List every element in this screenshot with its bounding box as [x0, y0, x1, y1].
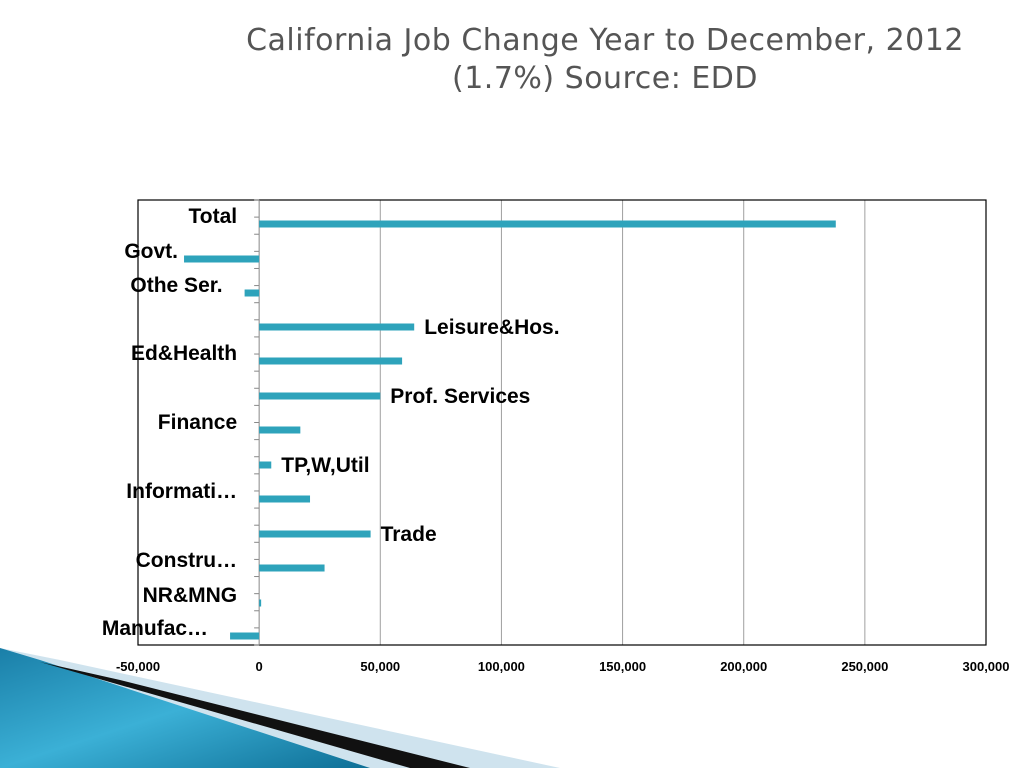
category-label: TP,W,Util — [281, 454, 369, 477]
category-label: Ed&Health — [131, 342, 237, 365]
category-label: Trade — [381, 523, 437, 546]
category-label: Leisure&Hos. — [424, 316, 559, 339]
x-tick-label: 100,000 — [478, 659, 525, 674]
x-tick-label: 0 — [256, 659, 263, 674]
category-label: Informati… — [126, 480, 237, 503]
bar — [259, 323, 415, 331]
title-line-1: California Job Change Year to December, … — [246, 23, 964, 58]
bar — [259, 461, 272, 469]
bar — [259, 599, 262, 607]
bar — [259, 426, 301, 434]
plot-frame — [137, 199, 987, 646]
category-label: Prof. Services — [390, 385, 530, 408]
bar — [244, 289, 260, 297]
category-label: Othe Ser. — [130, 274, 222, 297]
category-label: Finance — [158, 411, 237, 434]
bar — [259, 357, 403, 365]
category-label: Manufac… — [102, 617, 208, 640]
x-tick-label: -50,000 — [116, 659, 160, 674]
category-label: Constru… — [136, 549, 238, 572]
decor-black-stripe — [40, 662, 470, 768]
title-line-2: (1.7%) Source: EDD — [452, 61, 758, 96]
x-tick-label: 200,000 — [720, 659, 767, 674]
x-tick-label: 300,000 — [963, 659, 1010, 674]
bar — [184, 255, 260, 263]
x-tick-label: 250,000 — [841, 659, 888, 674]
decor-blue-wedge — [0, 648, 370, 768]
bar — [230, 632, 260, 640]
bar — [259, 220, 836, 228]
bar — [259, 392, 381, 400]
category-label: NR&MNG — [143, 584, 238, 607]
bar — [259, 495, 311, 503]
bar — [259, 530, 371, 538]
category-label: Total — [189, 205, 238, 228]
x-tick-label: 150,000 — [599, 659, 646, 674]
bar — [259, 564, 325, 572]
x-tick-label: 50,000 — [360, 659, 400, 674]
slide-title: California Job Change Year to December, … — [160, 22, 1024, 98]
category-label: Govt. — [124, 240, 178, 263]
